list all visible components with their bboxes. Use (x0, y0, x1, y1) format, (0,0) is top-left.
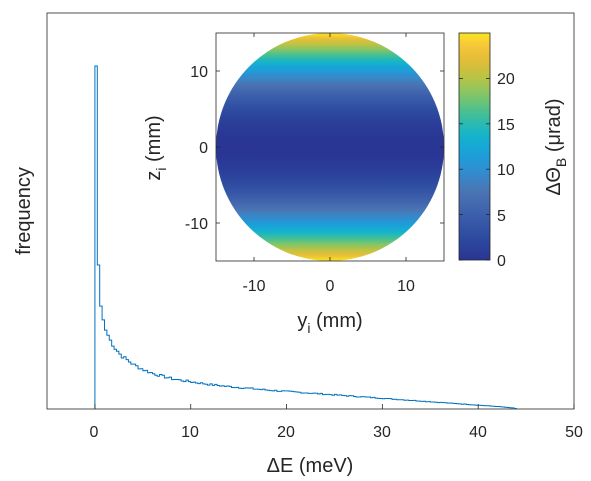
inset-y-axis-label: zi (mm) (143, 115, 169, 180)
main-x-tick-10: 10 (181, 424, 199, 441)
inset-x-tick-m10: -10 (242, 278, 265, 295)
cbar-tick-10: 10 (497, 162, 515, 179)
inset-x-axis-label: yi (mm) (297, 310, 362, 336)
cbar-label-rest: (μrad) (543, 98, 565, 157)
main-x-tick-20: 20 (277, 424, 295, 441)
cbar-label-main: ΔΘ (543, 167, 565, 196)
inset-x-tick-0: 0 (326, 278, 335, 295)
inset-y-tick-10: 10 (190, 64, 208, 81)
main-x-ticks (94, 404, 575, 409)
inset-x-label-main: y (297, 310, 307, 332)
colorbar (458, 32, 491, 261)
main-x-tick-30: 30 (373, 424, 391, 441)
cbar-tick-0: 0 (497, 253, 506, 270)
cbar-tick-15: 15 (497, 117, 515, 134)
main-axes-box (46, 12, 575, 410)
inset-x-label-sub: i (307, 320, 310, 336)
cbar-label-sub: B (553, 158, 569, 167)
colorbar-label: ΔΘB (μrad) (543, 98, 569, 195)
inset-y-label-main: z (143, 171, 165, 181)
inset-y-label-rest: (mm) (143, 115, 165, 167)
main-x-label-rest: E (meV) (280, 455, 353, 477)
inset-x-label-rest: (mm) (310, 310, 362, 332)
inset-heatmap-disk (216, 33, 444, 261)
main-y-axis-label: frequency (13, 167, 35, 255)
main-x-label-delta: Δ (267, 455, 280, 477)
inset-y-label-sub: i (153, 168, 169, 171)
inset-y-tick-0: 0 (199, 140, 208, 157)
colorbar-ticks (459, 78, 490, 261)
main-x-tick-0: 0 (90, 424, 99, 441)
main-x-tick-40: 40 (469, 424, 487, 441)
cbar-tick-20: 20 (497, 71, 515, 88)
inset-ticks (216, 33, 444, 261)
histogram-line (94, 65, 518, 410)
inset-y-tick-m10: -10 (185, 216, 208, 233)
inset-x-tick-10: 10 (397, 278, 415, 295)
cbar-tick-5: 5 (497, 208, 506, 225)
main-x-tick-50: 50 (565, 424, 583, 441)
main-x-axis-label: ΔE (meV) (267, 455, 354, 477)
